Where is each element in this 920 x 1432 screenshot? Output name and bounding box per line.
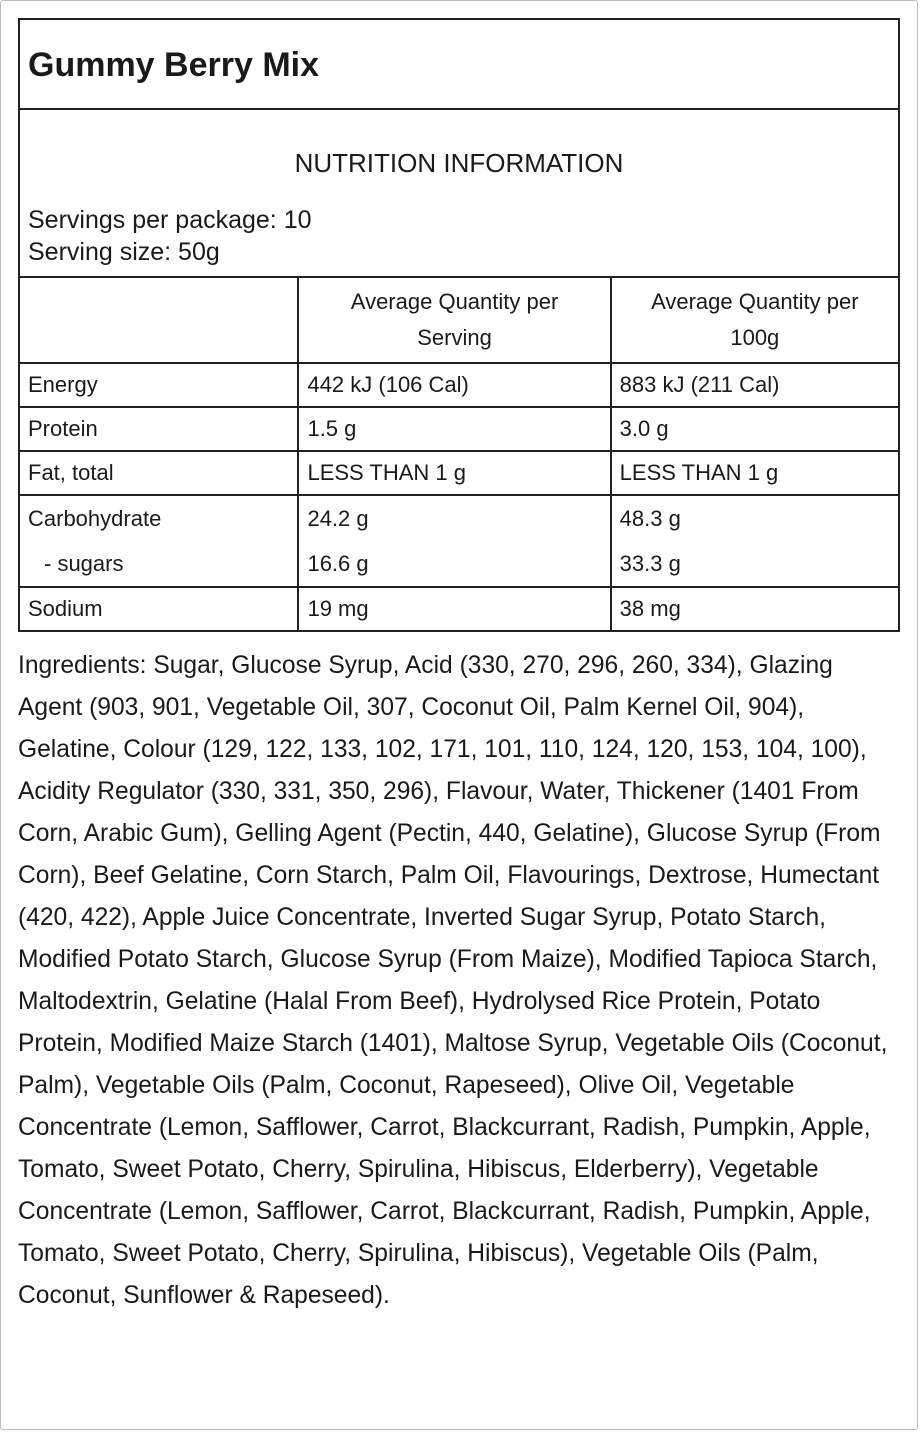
nutrient-row: Fat, total LESS THAN 1 g LESS THAN 1 g [17, 450, 901, 496]
cell-text: 48.3 g [619, 506, 681, 531]
header-cell: Average Quantity per Serving [297, 276, 612, 364]
cell: 3.0 g [609, 406, 901, 452]
header-row: Average Quantity per Serving Average Qua… [17, 276, 901, 364]
title-box: Gummy Berry Mix [18, 18, 900, 110]
cell: 442 kJ (106 Cal) [297, 362, 612, 408]
cell: 24.2 g 16.6 g [297, 494, 612, 588]
header-cell [17, 276, 300, 364]
cell: 19 mg [297, 586, 612, 632]
cell: Sodium [17, 586, 300, 632]
nutrient-row: Energy 442 kJ (106 Cal) 883 kJ (211 Cal) [17, 362, 901, 408]
cell: 38 mg [609, 586, 901, 632]
cell-text: 24.2 g [307, 506, 369, 531]
nutrition-table: Average Quantity per Serving Average Qua… [17, 276, 901, 632]
sub-cell-text: - sugars [44, 551, 124, 576]
header-cell: Average Quantity per 100g [609, 276, 901, 364]
cell: 48.3 g 33.3 g [609, 494, 901, 588]
cell: Energy [17, 362, 300, 408]
cell-text: Carbohydrate [28, 506, 162, 531]
nutrition-header: NUTRITION INFORMATION Servings per packa… [18, 108, 900, 278]
product-title: Gummy Berry Mix [28, 46, 319, 84]
nutrient-row: Protein 1.5 g 3.0 g [17, 406, 901, 452]
cell: Protein [17, 406, 300, 452]
cell: LESS THAN 1 g [297, 450, 612, 496]
serving-size: Serving size: 50g [28, 238, 220, 266]
cell: 883 kJ (211 Cal) [609, 362, 901, 408]
nutrient-row: Sodium 19 mg 38 mg [17, 586, 901, 632]
cell: Fat, total [17, 450, 300, 496]
sub-cell-text: 33.3 g [619, 551, 681, 576]
servings-per-package: Servings per package: 10 [28, 206, 312, 234]
cell: LESS THAN 1 g [609, 450, 901, 496]
nutrition-heading: NUTRITION INFORMATION [294, 148, 624, 178]
cell: Carbohydrate - sugars [17, 494, 300, 588]
sub-cell-text: 16.6 g [307, 551, 369, 576]
ingredients: Ingredients: Sugar, Glucose Syrup, Acid … [18, 652, 888, 1309]
nutrient-row: Carbohydrate - sugars 24.2 g 16.6 g 48.3 g 33… [17, 494, 901, 588]
cell: 1.5 g [297, 406, 612, 452]
